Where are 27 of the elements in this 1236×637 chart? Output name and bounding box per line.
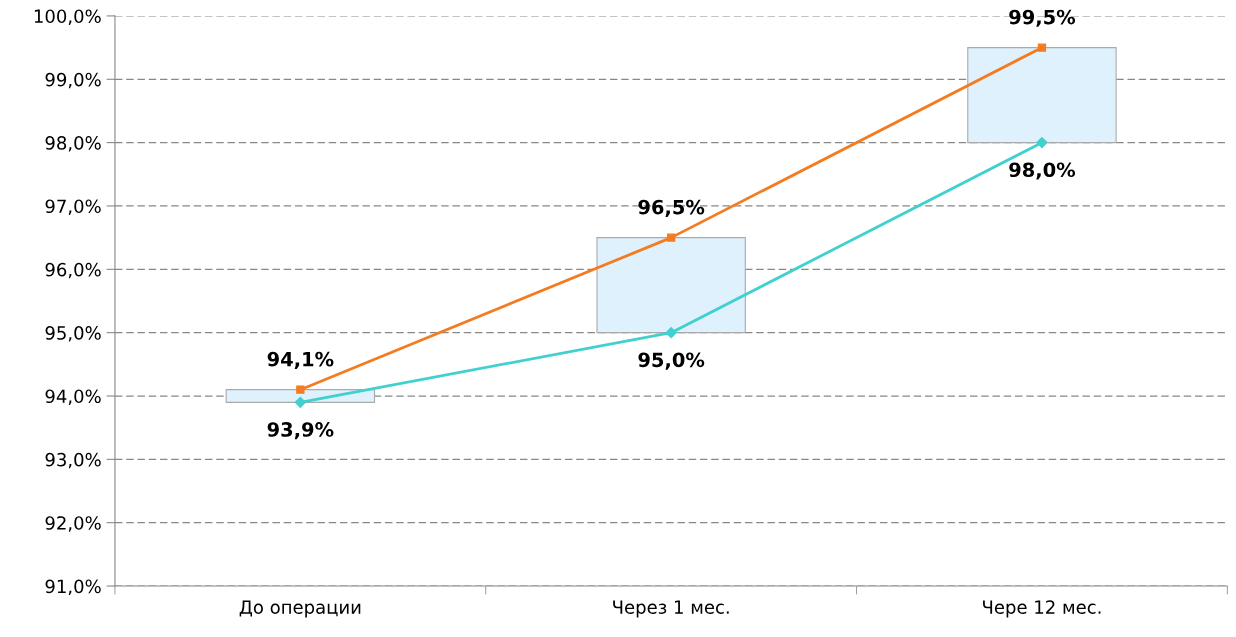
y-tick-label: 99,0%	[45, 72, 101, 89]
y-tick-label: 95,0%	[45, 326, 101, 342]
y-tick-label: 92,0%	[45, 516, 101, 532]
bar	[596, 237, 746, 334]
x-tick-label: До операции	[239, 600, 361, 618]
y-tick-label: 98,0%	[45, 136, 101, 152]
y-tick-label: 94,0%	[45, 389, 101, 405]
bar	[967, 47, 1117, 144]
data-label: 98,0%	[1009, 162, 1076, 180]
y-tick-label: 93,0%	[45, 452, 101, 469]
data-label: 94,1%	[267, 351, 334, 369]
y-tick-label: 96,0%	[45, 262, 101, 279]
x-tick-label: Через 1 мес.	[613, 600, 729, 618]
point	[294, 396, 306, 408]
y-tick-label: 97,0%	[45, 199, 101, 215]
point	[1037, 43, 1047, 52]
point	[296, 385, 305, 394]
data-label: 96,5%	[638, 199, 705, 217]
y-tick-label: 100,0%	[34, 9, 101, 25]
y-tick-label: 91,0%	[45, 579, 101, 595]
point	[665, 327, 677, 339]
data-label: 95,0%	[638, 352, 705, 370]
point	[1036, 137, 1048, 149]
data-label: 99,5%	[1009, 9, 1076, 27]
data-label: 93,9%	[267, 422, 334, 440]
point	[666, 233, 676, 242]
x-tick-label: Чере 12 мес.	[983, 600, 1101, 618]
